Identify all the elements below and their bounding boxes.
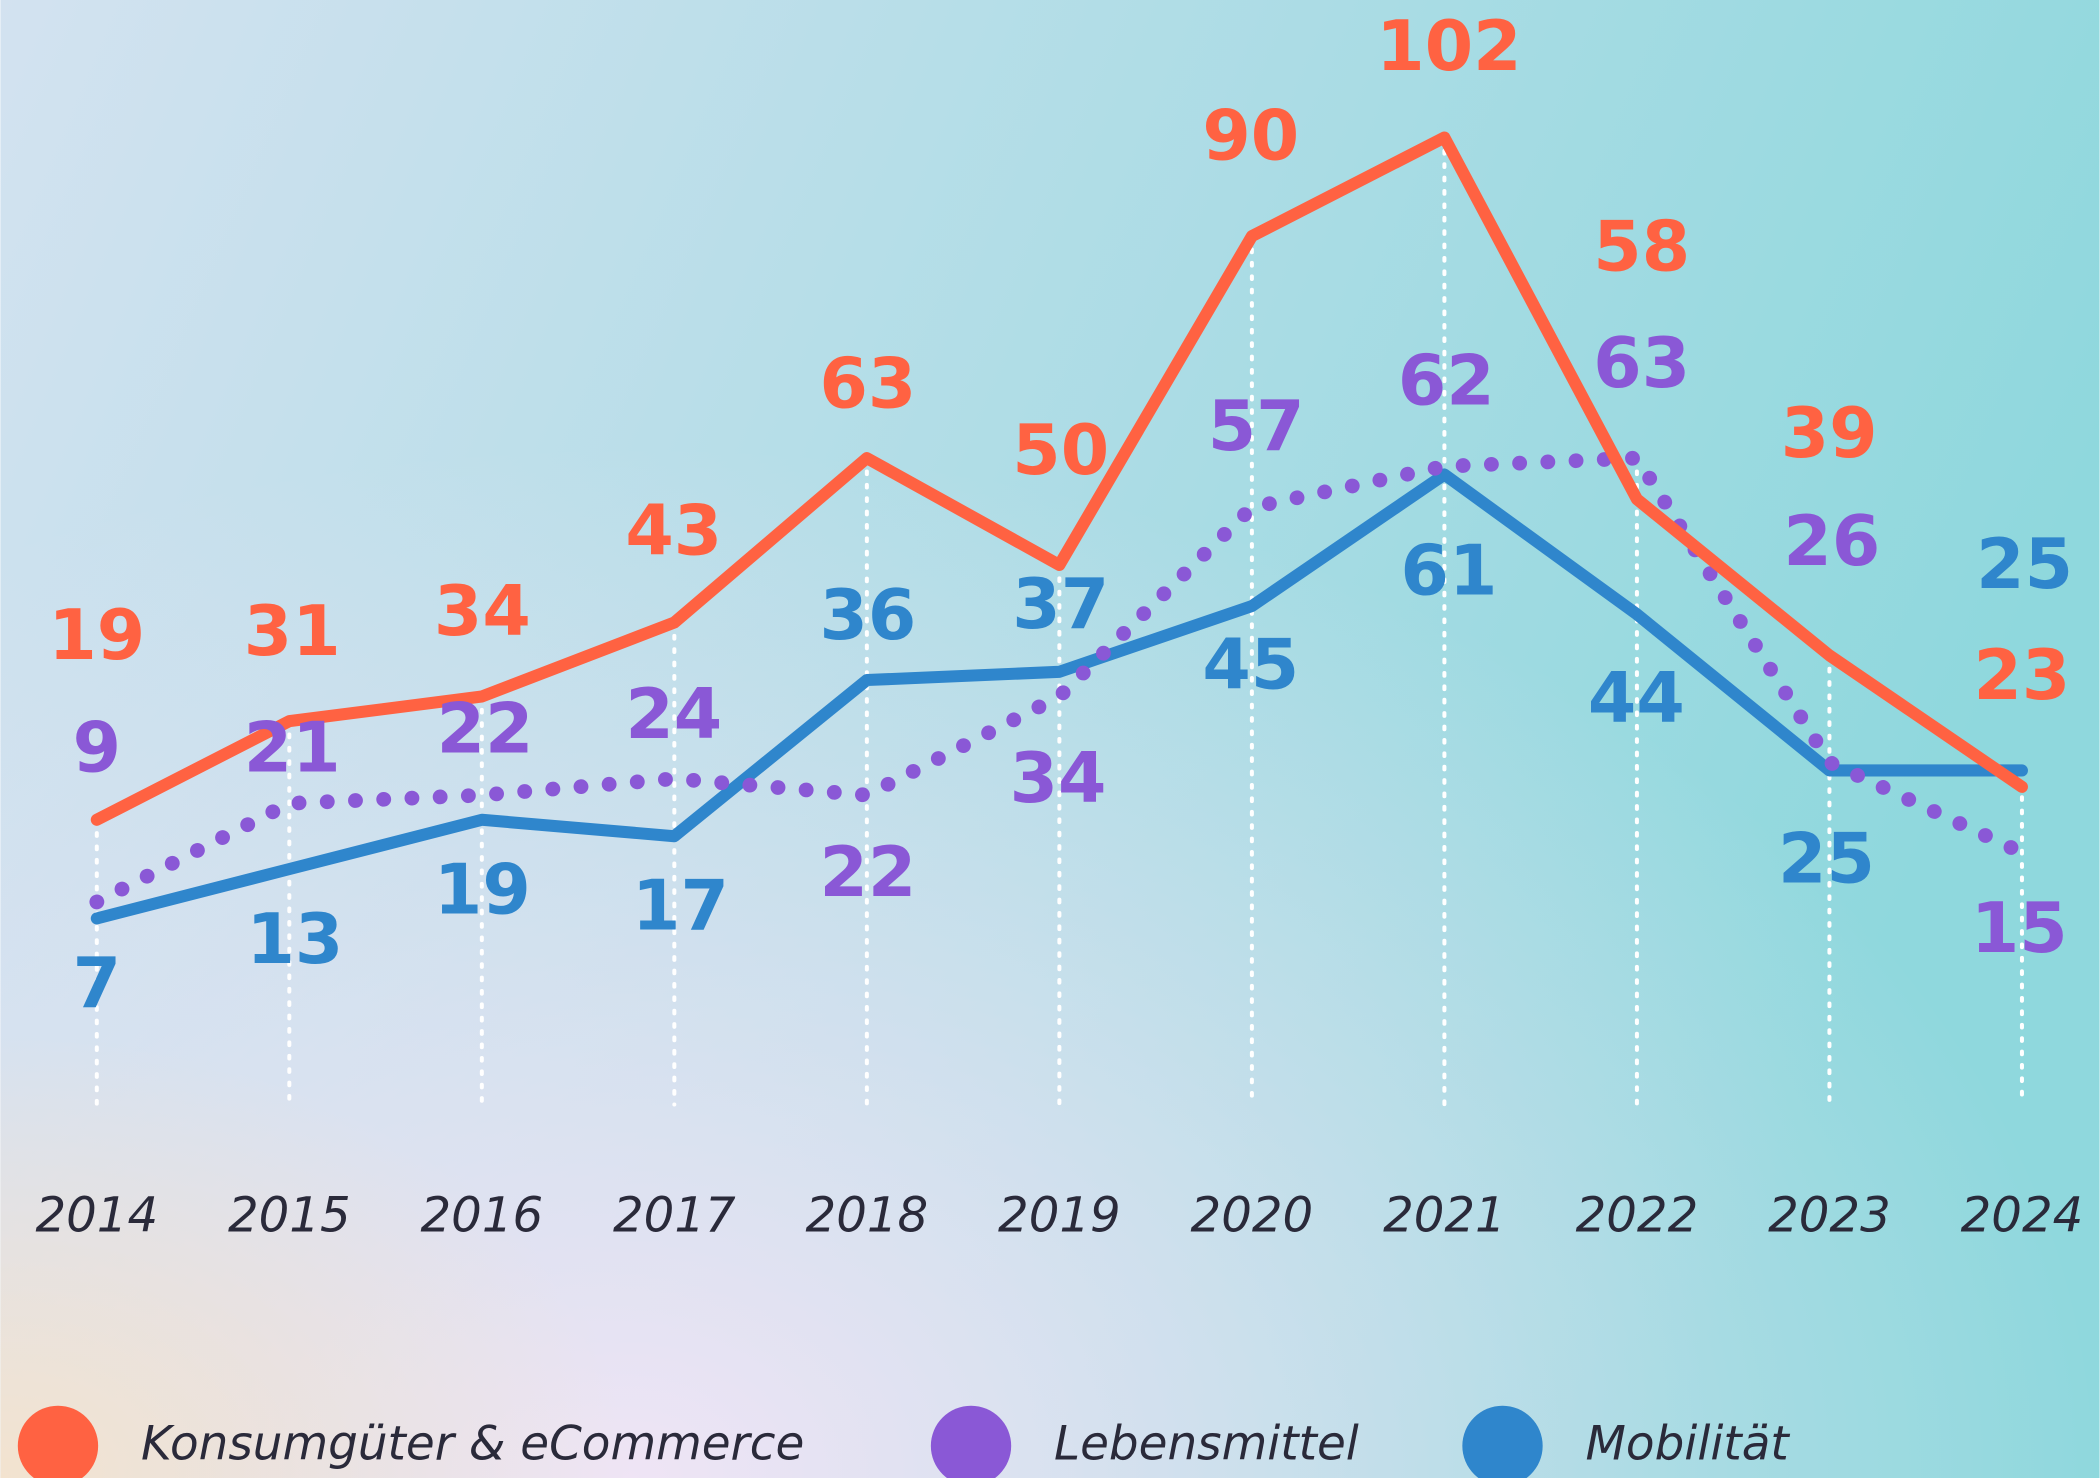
data-label: 61 [1401,531,1498,612]
data-label: 90 [1202,96,1299,177]
x-tick-label: 2014 [35,1187,158,1243]
data-label: 25 [1778,819,1875,900]
x-tick-label: 2024 [1961,1187,2084,1243]
data-label: 24 [625,674,722,755]
data-label: 63 [819,343,916,424]
data-label: 37 [1012,564,1109,645]
data-label: 34 [434,571,531,652]
data-label: 19 [48,595,145,676]
data-label: 15 [1971,888,2068,969]
data-label: 62 [1398,341,1495,422]
data-label: 23 [1974,635,2071,716]
data-label: 22 [437,689,534,770]
data-label: 31 [244,591,341,672]
x-tick-label: 2017 [613,1187,736,1243]
x-tick-label: 2016 [421,1187,544,1243]
data-label: 19 [434,849,531,930]
series-line [90,131,2028,826]
x-tick-label: 2018 [806,1187,929,1243]
x-tick-label: 2019 [998,1187,1121,1243]
data-label: 22 [819,832,916,913]
data-label: 25 [1976,524,2073,605]
data-label: 13 [246,899,343,980]
x-tick-label: 2015 [228,1187,351,1243]
data-label: 57 [1208,386,1305,467]
x-tick-label: 2022 [1576,1187,1699,1243]
legend-label: Konsumgüter & eCommerce [141,1418,804,1472]
data-label: 34 [1010,738,1107,819]
data-label: 26 [1783,501,1880,582]
x-tick-label: 2023 [1768,1187,1891,1243]
data-label: 21 [244,707,341,788]
legend-label: Lebensmittel [1054,1418,1359,1472]
data-label: 44 [1588,658,1685,739]
data-label: 36 [819,575,916,656]
series-line [90,468,2028,925]
x-tick-label: 2021 [1383,1187,1506,1243]
data-label: 7 [73,943,121,1024]
legend-label: Mobilität [1586,1418,1791,1472]
data-label: 45 [1202,624,1299,705]
series-line [89,450,2030,910]
legend-marker [930,1405,1012,1478]
data-label: 58 [1593,207,1690,288]
data-label: 102 [1376,6,1521,87]
data-label: 9 [73,707,121,788]
data-label: 43 [625,491,722,572]
x-tick-label: 2020 [1191,1187,1314,1243]
data-label: 63 [1593,323,1690,404]
data-label: 17 [632,865,729,946]
data-label: 39 [1781,393,1878,474]
legend-marker [1462,1405,1543,1478]
legend-marker [17,1405,99,1478]
data-label: 50 [1012,410,1109,491]
